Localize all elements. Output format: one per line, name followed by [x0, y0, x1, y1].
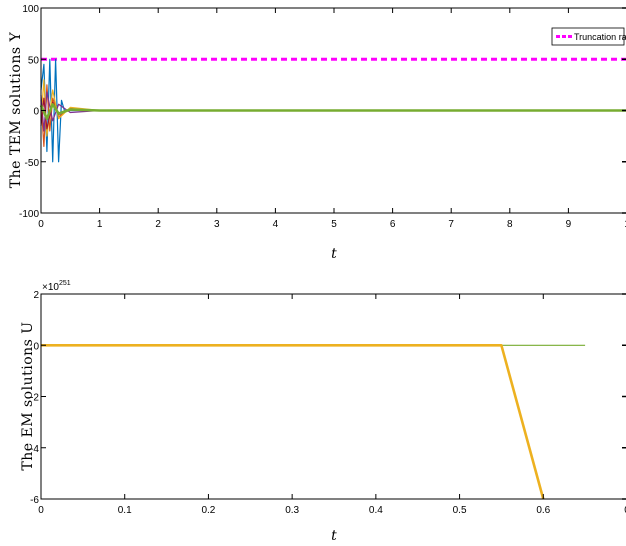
- bottom-y-axis-label: The EM solutions U: [20, 321, 36, 470]
- top-x-tick-label: 6: [390, 219, 396, 230]
- bottom-series-layer: [41, 343, 586, 500]
- top-x-tick-label: 4: [273, 219, 279, 230]
- top-series-line-5: [40, 97, 626, 130]
- top-y-tick-label: 50: [28, 55, 40, 66]
- top-y-tick-label: 0: [33, 107, 39, 118]
- bottom-y-tick-label: -6: [30, 495, 39, 506]
- top-x-tick-label: 0: [38, 219, 44, 230]
- top-x-tick-label: 8: [507, 219, 513, 230]
- top-tick-layer: 0 1 2 3 4 5 6 7 8 9 1 100 50 0 -50 -100: [19, 4, 626, 230]
- top-y-axis-label: The TEM solutions Y: [8, 32, 24, 189]
- bottom-tick-layer: 0 0.1 0.2 0.3 0.4 0.5 0.6 0 2 0 -2 -4 -6: [30, 290, 626, 516]
- top-series-layer: [39, 57, 626, 163]
- bottom-x-axis-label: t: [331, 528, 337, 544]
- bottom-x-tick-label: 0.4: [369, 505, 383, 516]
- legend-entry-truncation-radius: Truncation radius: [574, 32, 626, 42]
- bottom-plot-frame: [40, 293, 626, 500]
- bottom-x-tick-label: 0.6: [536, 505, 550, 516]
- bottom-y-tick-label: 0: [33, 341, 39, 352]
- legend: Truncation radius: [551, 27, 626, 46]
- bottom-x-tick-label: 0.3: [285, 505, 299, 516]
- top-x-tick-label: 1: [97, 219, 103, 230]
- bottom-x-tick-label: 0.5: [453, 505, 467, 516]
- top-x-tick-label: 5: [331, 219, 337, 230]
- top-x-tick-label: 3: [214, 219, 220, 230]
- top-chart: 0 1 2 3 4 5 6 7 8 9 1 100 50 0 -50 -100 Truncation radi…: [8, 4, 626, 262]
- legend-box: [551, 27, 625, 46]
- top-x-axis-label: t: [331, 246, 337, 262]
- bottom-x-tick-label: 0.1: [118, 505, 132, 516]
- top-y-tick-label: 100: [22, 4, 39, 15]
- bottom-x-tick-label: 0: [38, 505, 44, 516]
- bottom-x-tick-label: 0: [624, 505, 626, 516]
- top-series-line-2: [40, 84, 626, 147]
- exponent-power: 251: [59, 280, 71, 287]
- top-x-tick-label: 9: [566, 219, 572, 230]
- top-series-line-6: [39, 103, 626, 120]
- top-x-tick-label: 1: [624, 219, 626, 230]
- bottom-chart: 0 0.1 0.2 0.3 0.4 0.5 0.6 0 2 0 -2 -4 -6 ×10251 The …: [20, 280, 626, 544]
- bottom-y-tick-label: 2: [33, 290, 39, 301]
- bottom-y-tick-label: -2: [30, 393, 39, 404]
- top-x-tick-label: 2: [155, 219, 161, 230]
- top-x-tick-label: 7: [448, 219, 454, 230]
- exponent-base: ×10: [42, 282, 59, 293]
- bottom-series-line-1: [41, 343, 545, 500]
- bottom-x-tick-label: 0.2: [201, 505, 215, 516]
- bottom-exponent-label: ×10251: [42, 280, 71, 293]
- top-y-tick-label: -50: [25, 158, 40, 169]
- top-series-line-3: [40, 79, 626, 137]
- top-y-tick-label: -100: [19, 209, 39, 220]
- bottom-y-tick-label: -4: [30, 444, 39, 455]
